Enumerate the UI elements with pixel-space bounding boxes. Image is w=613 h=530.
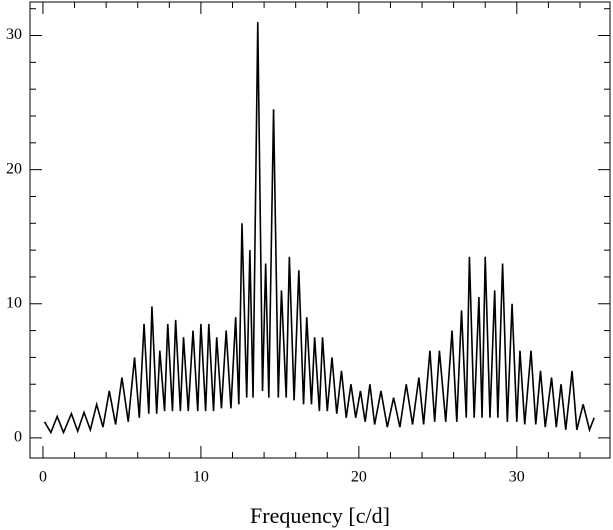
spectrum-line — [43, 22, 595, 435]
y-tick-label: 20 — [6, 160, 22, 177]
x-tick-label: 30 — [509, 469, 525, 486]
x-tick-label: 10 — [193, 469, 209, 486]
y-tick-label: 0 — [14, 429, 22, 446]
plot-frame — [29, 1, 611, 459]
y-tick-label: 10 — [6, 294, 22, 311]
x-tick-label: 0 — [39, 469, 47, 486]
x-tick-label: 20 — [351, 469, 367, 486]
y-tick-label: 30 — [6, 26, 22, 43]
x-axis-label: Frequency [c/d] — [250, 503, 390, 528]
